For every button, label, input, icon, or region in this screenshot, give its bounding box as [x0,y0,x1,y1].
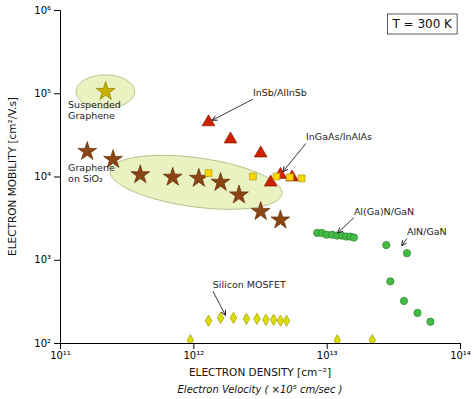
series [383,241,411,256]
annotation-arrow [338,218,354,233]
y-tick-label: 10³ [34,254,51,265]
series [387,278,434,326]
series [205,170,305,182]
point [243,313,249,324]
series [314,229,358,241]
point [283,315,289,326]
point [250,173,257,180]
annotation: SuspendedGraphene [68,99,121,121]
region [110,155,282,209]
point [131,165,150,183]
x-tick-mark [193,343,194,349]
x-tick-mark [327,343,328,349]
x-tick: 10¹² [183,343,204,361]
annotation: InSb/AllnSb [253,87,307,98]
x-axis: 10¹¹ 10¹² 10¹³ 10¹⁴ [50,343,471,361]
point [350,234,357,241]
series [254,146,298,181]
point [287,174,294,181]
y-tick: 10⁶ [34,5,60,16]
annotation-arrow [402,238,407,245]
x-axis-title: ELECTRON DENSITY [cm⁻²] [189,366,331,378]
annotation-arrow [213,291,226,315]
x-tick-label: 10¹⁴ [450,350,471,361]
point [369,335,375,343]
y-axis-line [54,11,61,344]
point [96,82,115,100]
x-tick-label: 10¹¹ [50,350,71,361]
title: T = 300 K [391,17,453,31]
y-tick-mark [54,93,60,94]
x-tick: 10¹⁴ [450,343,471,361]
annotation: Grapheneon SiO₂ [68,162,115,184]
point [271,210,290,228]
point [217,312,223,323]
point [403,250,410,257]
x-tick-mark [460,343,461,349]
y-tick-label: 10⁴ [34,171,51,182]
x-tick: 10¹³ [317,343,338,361]
y-tick-label: 10² [34,338,51,349]
point [414,309,421,316]
y-tick: 10⁴ [34,171,60,182]
annotation: Silicon MOSFET [213,279,286,290]
series [96,82,115,100]
series [187,312,375,343]
point [254,313,260,324]
x-axis-subtitle: Electron Velocity ( ×10⁵ cm/sec ) [178,384,343,395]
point [273,173,280,180]
chart: 10¹¹ 10¹² 10¹³ 10¹⁴ 10² 10³ 10⁴ 10⁵ 10⁶ Suspended… [0,0,474,399]
annotation: Al(Ga)N/GaN [354,206,414,217]
point [277,315,283,326]
point [400,297,407,304]
x-tick-label: 10¹³ [317,350,338,361]
series [78,142,290,228]
point [251,202,270,220]
point [383,241,390,248]
title-frame [387,14,457,34]
x-tick: 10¹¹ [50,343,71,361]
y-tick-label: 10⁵ [34,88,51,99]
point [163,167,182,185]
y-tick: 10² [34,338,60,349]
point [78,142,97,160]
point [230,185,249,203]
point [224,132,237,143]
y-tick: 10³ [34,254,60,265]
y-tick: 10⁵ [34,88,60,99]
point [334,335,340,343]
point [230,312,236,323]
point [254,146,267,157]
y-tick-mark [54,177,60,178]
point [205,315,211,326]
annotations: SuspendedGraphene InSb/AllnSb InGaAs/InAlA… [68,87,447,315]
y-tick-mark [54,10,60,11]
x-axis-line [61,344,461,350]
series [202,115,277,186]
y-tick-mark [54,343,60,344]
annotation-arrow [212,99,253,120]
y-axis-title: ELECTRON MOBILITY [cm²/V.s] [6,97,18,256]
annotation-arrow [283,143,306,171]
point [187,335,193,343]
y-axis: 10² 10³ 10⁴ 10⁵ 10⁶ [34,5,60,349]
point [205,170,212,177]
point [387,278,394,285]
point [427,318,434,325]
y-tick-mark [54,260,60,261]
x-tick-label: 10¹² [183,350,204,361]
y-tick-label: 10⁶ [34,5,51,16]
annotation: AlN/GaN [407,226,447,237]
annotation: InGaAs/InAlAs [306,131,372,142]
point [263,314,269,325]
point [298,175,305,182]
point [286,170,299,181]
point [211,172,230,190]
title-box: T = 300 K [387,14,457,34]
plot-area [76,75,434,343]
point [270,314,276,325]
